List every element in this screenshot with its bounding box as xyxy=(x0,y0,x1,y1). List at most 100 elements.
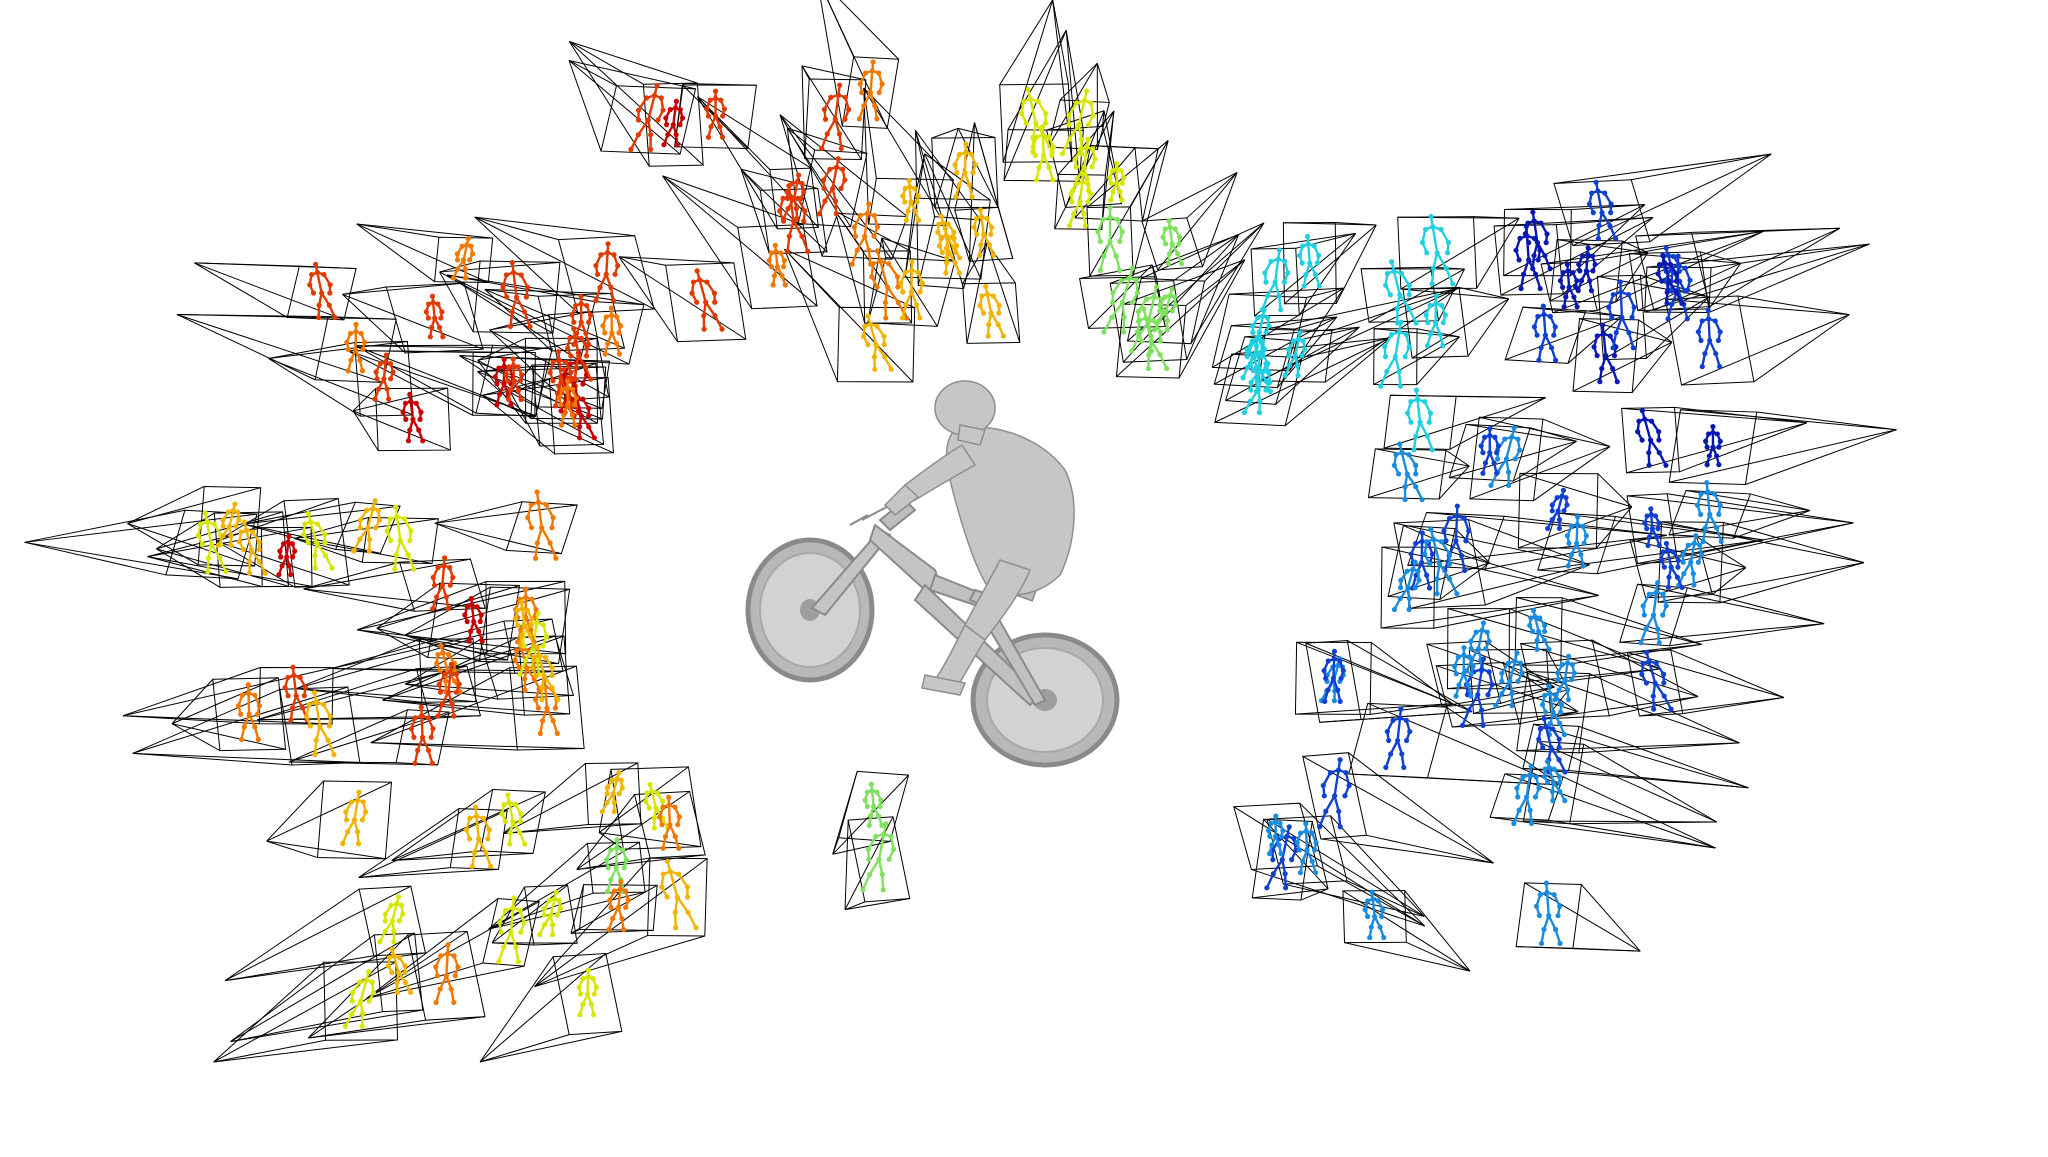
skeleton-joint xyxy=(1589,253,1596,259)
skeleton-joint xyxy=(1085,122,1092,128)
frustum-ray xyxy=(568,60,617,87)
skeleton-bone xyxy=(573,335,580,358)
frustum-ray xyxy=(194,262,288,318)
skeleton-joint xyxy=(1473,629,1479,635)
skeleton-joint xyxy=(1556,687,1562,693)
skeleton-joint xyxy=(1531,324,1538,330)
skeleton-joint xyxy=(1704,462,1710,468)
pose-skeleton xyxy=(1606,279,1637,351)
skeleton-joint xyxy=(281,541,287,547)
skeleton-joint xyxy=(1165,261,1171,267)
frustum-ray xyxy=(1679,422,1808,473)
skeleton-joint xyxy=(1710,444,1716,450)
skeleton-joint xyxy=(620,847,626,853)
skeleton-joint xyxy=(522,676,528,682)
skeleton-joint xyxy=(302,521,308,527)
skeleton-joint xyxy=(821,177,827,183)
skeleton-joint xyxy=(1335,687,1341,693)
skeleton-joint xyxy=(397,537,403,544)
skeleton-joint xyxy=(1276,842,1282,848)
skeleton-joint xyxy=(834,164,840,170)
skeleton-joint xyxy=(616,330,622,336)
skeleton-joint xyxy=(447,582,453,588)
skeleton-joint xyxy=(609,330,615,336)
frustum-ray xyxy=(1186,234,1240,360)
skeleton-joint xyxy=(315,314,322,321)
skeleton-joint xyxy=(1557,720,1563,726)
skeleton-joint xyxy=(1119,229,1125,235)
frustum-ray xyxy=(863,87,954,181)
skeleton-joint xyxy=(696,277,703,283)
skeleton-joint xyxy=(285,539,291,545)
skeleton-joint xyxy=(456,681,462,687)
skeleton-joint xyxy=(1675,263,1681,269)
skeleton-joint xyxy=(1705,307,1711,313)
skeleton-joint xyxy=(1544,758,1551,765)
skeleton-joint xyxy=(1167,224,1173,230)
pose-skeleton xyxy=(1101,265,1141,335)
skeleton-joint xyxy=(684,884,690,890)
skeleton-joint xyxy=(506,800,512,806)
skeleton-joint xyxy=(1668,706,1674,712)
skeleton-joint xyxy=(876,856,882,862)
skeleton-joint xyxy=(1537,285,1543,292)
frustum-ray xyxy=(1283,883,1425,917)
skeleton-joint xyxy=(617,323,624,329)
skeleton-joint xyxy=(648,132,654,138)
skeleton-joint xyxy=(510,362,517,368)
skeleton-joint xyxy=(236,517,242,523)
skeleton-joint xyxy=(649,788,655,794)
skeleton-joint xyxy=(1644,526,1650,532)
pose-skeleton xyxy=(1642,506,1662,549)
skeleton-joint xyxy=(1256,409,1263,416)
frustum-ray xyxy=(1344,942,1471,972)
skeleton-joint xyxy=(1394,306,1401,312)
skeleton-joint xyxy=(672,105,679,111)
skeleton-joint xyxy=(1679,584,1685,590)
camera-frustum xyxy=(358,808,508,879)
frustum-ray xyxy=(1677,522,1854,562)
skeleton-joint xyxy=(1126,275,1133,281)
camera-frustum xyxy=(347,349,536,416)
skeleton-joint xyxy=(1534,646,1540,652)
skeleton-joint xyxy=(1272,833,1279,839)
skeleton-joint xyxy=(1650,612,1657,618)
skeleton-joint xyxy=(1095,229,1101,235)
skeleton-joint xyxy=(1332,793,1338,799)
skeleton-bone xyxy=(475,814,480,841)
skeleton-joint xyxy=(1702,525,1708,531)
skeleton-joint xyxy=(1264,885,1270,891)
frustum-ray xyxy=(1627,651,1785,698)
skeleton-joint xyxy=(488,863,494,870)
frustum-ray xyxy=(568,41,650,167)
skeleton-bone xyxy=(1043,136,1054,154)
skeleton-joint xyxy=(1285,270,1291,276)
skeleton-joint xyxy=(1698,491,1704,497)
skeleton-joint xyxy=(1163,241,1169,247)
skeleton-joint xyxy=(619,915,625,922)
skeleton-joint xyxy=(554,912,560,918)
skeleton-joint xyxy=(1323,675,1329,681)
skeleton-joint xyxy=(778,250,784,256)
frustum-ray xyxy=(1319,711,1473,723)
skeleton-joint xyxy=(1535,313,1541,320)
skeleton-joint xyxy=(285,693,291,699)
frustum-ray xyxy=(1375,448,1470,467)
skeleton-joint xyxy=(1253,364,1260,370)
skeleton-joint xyxy=(1415,568,1421,574)
skeleton-joint xyxy=(353,346,359,353)
skeleton-joint xyxy=(312,552,318,559)
frustum-ray xyxy=(474,216,635,237)
pose-skeleton xyxy=(569,293,594,348)
skeleton-joint xyxy=(1278,833,1284,839)
skeleton-joint xyxy=(513,294,520,300)
skeleton-joint xyxy=(239,692,245,698)
skeleton-joint xyxy=(1066,223,1073,229)
skeleton-joint xyxy=(228,542,234,548)
skeleton-joint xyxy=(865,846,871,852)
frustum-ray xyxy=(1572,341,1673,392)
camera-frustum xyxy=(1426,640,1555,707)
frustum-ray xyxy=(489,314,549,331)
camera-frustum xyxy=(568,40,704,167)
frustum-ray xyxy=(904,153,926,278)
